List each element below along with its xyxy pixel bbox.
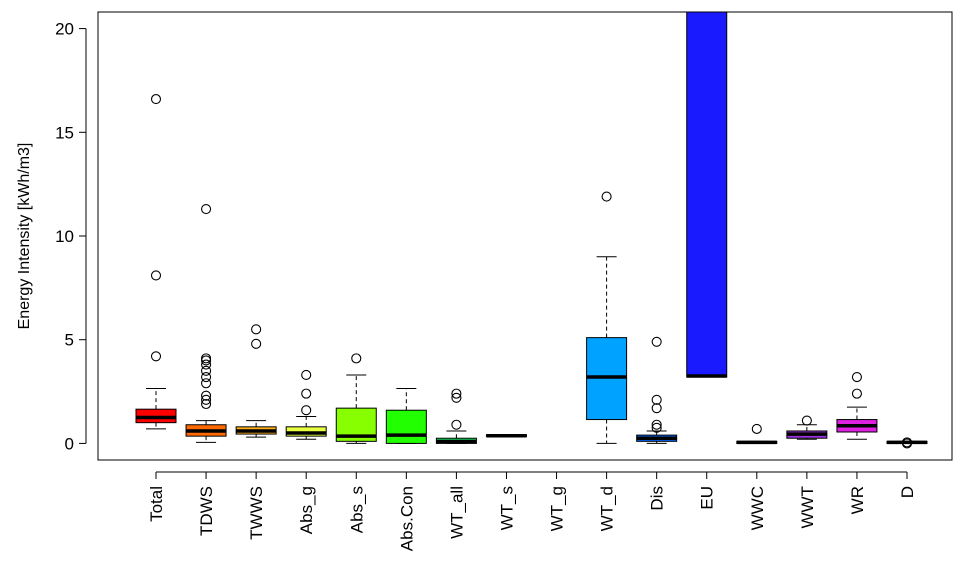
x-tick-label: WR [848,486,867,514]
box-wt-s [485,433,527,438]
outlier-point [851,371,862,383]
outlier-point [901,437,913,448]
y-axis: 0 5 10 15 20 [55,20,87,453]
outlier-point [651,422,662,433]
outlier-point [150,94,162,105]
outlier-point [301,369,312,381]
iqr-box [385,409,427,444]
box-total [135,94,177,430]
outlier-point [801,415,812,426]
outlier-point [201,365,212,376]
x-axis: Total TDWS TWWS Abs_g Abs_s Abs.Con WT_all WT_s… [147,471,917,551]
y-tick-label: 10 [55,227,74,246]
x-tick-label: WT_s [497,486,516,530]
x-tick-label: Abs_g [297,486,316,534]
outlier-point [651,336,662,347]
box-wr [836,371,878,440]
x-tick-label: WT_d [598,486,617,531]
x-tick-label: WT_g [548,486,567,531]
iqr-box [686,12,728,378]
outlier-point [251,324,262,335]
y-axis-title: Energy Intensity [kWh/m3] [16,143,33,330]
outlier-point [851,388,862,399]
x-tick-label: D [898,486,917,498]
box-tdws [185,203,227,443]
outlier-point [451,419,462,430]
outlier-point [351,353,362,364]
outlier-point [150,351,162,362]
outlier-point [451,392,462,403]
box-dis [636,336,678,444]
x-tick-label: WWT [798,486,817,528]
outlier-point [651,394,662,405]
outlier-point [251,338,262,349]
box-wwc [736,423,778,445]
x-tick-label: EU [698,486,717,510]
y-tick-label: 0 [65,434,74,453]
x-tick-label: Abs_s [347,486,366,533]
outlier-point [201,371,212,383]
outlier-point [201,359,212,370]
box-abs-con [385,387,427,444]
x-tick-label: Abs.Con [397,486,416,551]
box-abs-s [335,353,377,444]
x-tick-label: Dis [648,486,667,511]
y-tick-label: 15 [55,123,74,142]
box-twws [235,324,277,438]
x-tick-label: Total [147,486,166,522]
outlier-point [301,405,312,416]
outlier-point [651,419,662,430]
outlier-point [301,388,312,399]
box-wt-d [586,191,628,444]
outlier-point [201,394,212,405]
box-abs-g [285,369,327,440]
x-tick-label: WWC [748,486,767,530]
x-tick-label: WT_all [447,486,466,539]
outlier-point [201,378,212,389]
box-wt-all [435,388,477,444]
x-tick-label: TWWS [247,486,266,540]
plot-frame [97,11,953,461]
outlier-point [150,270,162,281]
y-tick-label: 5 [65,331,74,350]
box-wwt [786,415,828,440]
boxes-layer [135,12,928,449]
outlier-point [751,423,762,434]
box-d [886,437,928,449]
outlier-point [201,398,212,410]
outlier-point [201,390,212,401]
outlier-point [451,388,462,399]
outlier-point [201,203,212,215]
box-eu [686,12,728,378]
outlier-point [651,403,662,414]
x-tick-label: TDWS [197,486,216,536]
y-tick-label: 20 [55,20,74,39]
outlier-point [201,353,212,364]
outlier-point [601,191,612,202]
